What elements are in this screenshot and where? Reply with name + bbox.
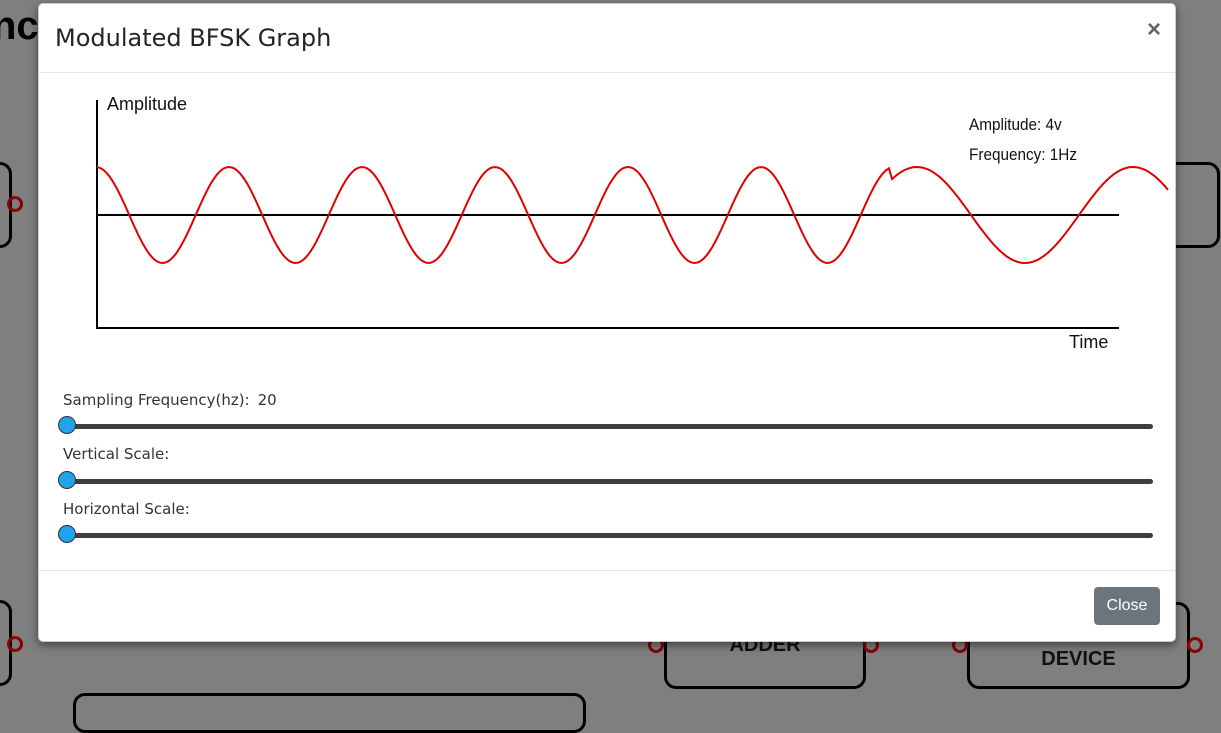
graph-canvas	[96, 100, 1169, 329]
horizontal-scale-thumb[interactable]	[58, 525, 76, 543]
vertical-scale-slider[interactable]	[58, 471, 1153, 489]
sampling-frequency-label: Sampling Frequency(hz): 20	[63, 391, 277, 409]
sampling-frequency-thumb[interactable]	[58, 416, 76, 434]
sampling-frequency-value: 20	[257, 391, 277, 409]
bfsk-graph-modal: Modulated BFSK Graph × Amplitude Time Am…	[38, 3, 1176, 642]
bfsk-waveform	[96, 165, 1169, 265]
frequency-info: Frequency: 1Hz	[969, 145, 1077, 164]
horizontal-scale-label: Horizontal Scale:	[63, 500, 190, 518]
sampling-frequency-slider[interactable]	[58, 416, 1153, 434]
device-label: DEVICE	[1041, 648, 1116, 670]
device-port-out	[1187, 637, 1203, 653]
vertical-scale-thumb[interactable]	[58, 471, 76, 489]
amplitude-info: Amplitude: 4v	[969, 115, 1062, 134]
x-axis-label: Time	[1069, 332, 1109, 352]
y-axis-label: Amplitude	[107, 94, 188, 114]
close-icon[interactable]: ×	[1146, 16, 1161, 43]
modal-header: Modulated BFSK Graph ×	[39, 4, 1175, 73]
horizontal-scale-slider[interactable]	[58, 525, 1153, 543]
bfsk-graph: Amplitude Time Amplitude: 4v Frequency: …	[39, 4, 1177, 384]
close-button[interactable]: Close	[1094, 587, 1160, 625]
block-bottom-wide	[73, 693, 586, 733]
modal-title: Modulated BFSK Graph	[55, 24, 332, 52]
modal-footer: Close	[39, 570, 1175, 641]
port-left-top	[7, 196, 23, 212]
vertical-scale-label: Vertical Scale:	[63, 445, 170, 463]
port-left-bottom	[7, 636, 23, 652]
sampling-frequency-text: Sampling Frequency(hz):	[63, 391, 250, 409]
